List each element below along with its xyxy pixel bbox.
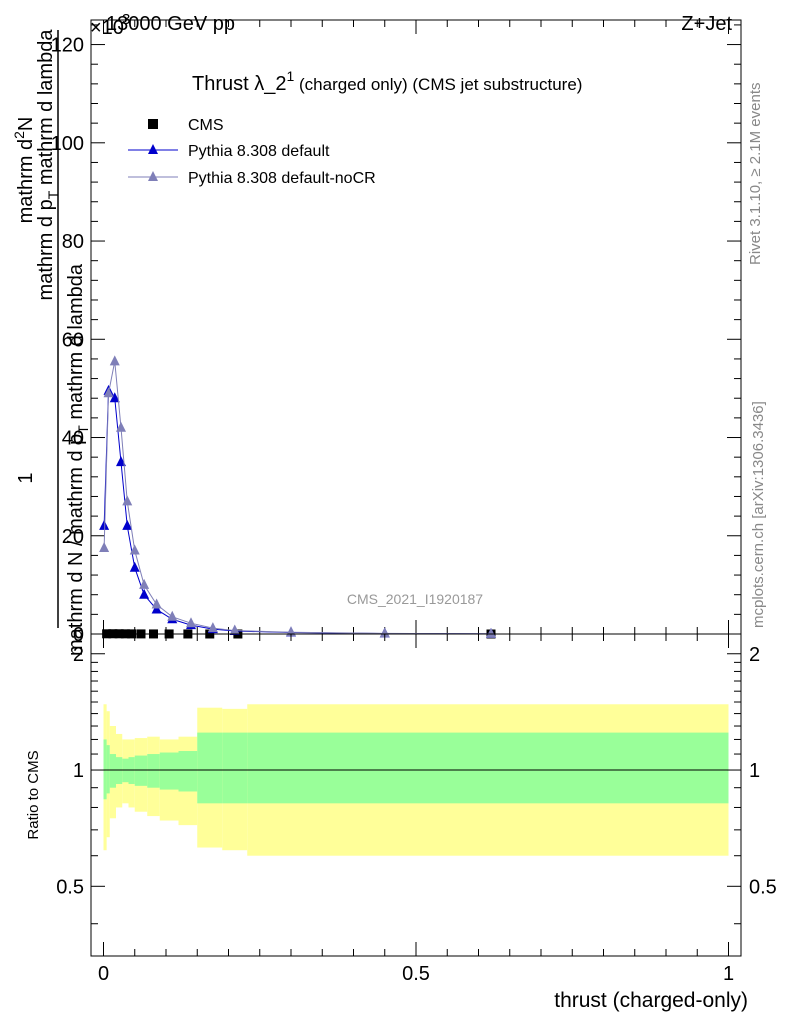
mc-data-point bbox=[99, 519, 110, 530]
mc-data-point bbox=[379, 627, 390, 638]
ratio-y-tick-label-right: 2 bbox=[749, 644, 760, 666]
legend-label-pythia-nocr: Pythia 8.308 default-noCR bbox=[188, 170, 376, 187]
main-y-tick-label: 80 bbox=[62, 231, 84, 253]
ylabel-den-end: mathrm d lambda bbox=[65, 263, 87, 425]
mc-data-point bbox=[116, 421, 126, 432]
main-y-tick-label: 0 bbox=[73, 624, 84, 646]
x-axis-label: thrust (charged-only) bbox=[554, 989, 748, 1012]
x-tick-label: 1 bbox=[723, 963, 734, 985]
legend-entry-pythia-default: Pythia 8.308 default bbox=[128, 143, 330, 160]
legend-entry-pythia-nocr: Pythia 8.308 default-noCR bbox=[128, 170, 376, 187]
chart-title-sup: 1 bbox=[286, 68, 294, 84]
mc-data-point bbox=[109, 392, 120, 403]
legend-marker-cms bbox=[148, 119, 158, 129]
main-panel: 0 20 40 60 80 100 120 bbox=[51, 19, 742, 646]
ylabel-line2-a: mathrm d p bbox=[35, 199, 57, 300]
mc-data-point bbox=[207, 622, 218, 633]
rivet-label: Rivet 3.1.10, ≥ 2.1M events bbox=[747, 83, 764, 266]
mc-data-point bbox=[167, 610, 178, 621]
mc-data-point bbox=[116, 456, 126, 467]
ratio-band-inner bbox=[128, 757, 135, 785]
mcplots-label: mcplots.cern.ch [arXiv:1306.3436] bbox=[750, 401, 767, 628]
chart-title-sub: (charged only) (CMS jet substructure) bbox=[294, 75, 582, 94]
mc-data-point bbox=[186, 617, 196, 628]
mc-data-point bbox=[151, 598, 162, 609]
mc-data-point bbox=[109, 355, 120, 366]
mc-data-point bbox=[486, 627, 496, 638]
ratio-band-inner bbox=[134, 755, 148, 786]
x-tick-label: 0.5 bbox=[402, 963, 430, 985]
ratio-band-inner bbox=[147, 754, 160, 788]
ratio-band-inner bbox=[222, 732, 248, 804]
legend-entry-cms: CMS bbox=[148, 117, 224, 134]
mc-data-point bbox=[139, 578, 150, 589]
ratio-panel: 0 0.5 1 0.5 0.5 1 1 2 2 bbox=[56, 633, 777, 985]
ratio-y-tick-label-right: 1 bbox=[749, 760, 760, 782]
x-tick-label: 0 bbox=[98, 963, 109, 985]
ratio-band-inner bbox=[106, 745, 110, 794]
ratio-band-inner bbox=[159, 752, 179, 790]
ratio-band-inner bbox=[178, 751, 198, 792]
ratio-band-inner bbox=[109, 754, 116, 788]
main-y-axis-label: 1 mathrm d2N mathrm d pT mathrm d lambda… bbox=[11, 29, 91, 656]
main-y-tick-label: 20 bbox=[62, 526, 84, 548]
main-y-tick-label: 100 bbox=[51, 133, 84, 155]
legend-marker-pythia-default bbox=[148, 144, 158, 154]
ylabel-denominator: mathrm d N / mathrm d pT mathrm d lambda bbox=[65, 263, 91, 656]
main-y-tick-label: 60 bbox=[62, 329, 84, 351]
ratio-y-tick-label: 2 bbox=[73, 644, 84, 666]
ylabel-line1-end: N bbox=[15, 117, 37, 131]
ylabel-den-a: mathrm d N / mathrm d p bbox=[65, 434, 87, 656]
ratio-band-inner bbox=[247, 732, 729, 804]
main-frame bbox=[90, 19, 742, 635]
ylabel-line2-sub: T bbox=[45, 190, 61, 199]
ylabel-numerator-text: 1 bbox=[15, 472, 37, 483]
mc-data-point bbox=[139, 588, 150, 599]
main-y-tick-label: 120 bbox=[51, 35, 84, 57]
ratio-y-tick-label-right: 0.5 bbox=[749, 876, 777, 898]
ratio-band-inner bbox=[116, 757, 123, 785]
legend-label-pythia-default: Pythia 8.308 default bbox=[188, 143, 330, 160]
mc-data-point bbox=[103, 387, 114, 398]
exponent-base: ×10 bbox=[90, 17, 124, 39]
ratio-band-inner bbox=[197, 732, 223, 804]
ylabel-line1-a: mathrm d bbox=[15, 139, 37, 223]
chart-title-main: Thrust λ_2 bbox=[192, 73, 286, 95]
chart-title: Thrust λ_21 (charged only) (CMS jet subs… bbox=[192, 68, 582, 95]
process-label: Z+Jet bbox=[681, 13, 732, 35]
mc-data-point bbox=[122, 495, 133, 506]
watermark: CMS_2021_I1920187 bbox=[347, 591, 483, 607]
ylabel-line1: mathrm d2N bbox=[11, 117, 37, 224]
ylabel-line2: mathrm d pT mathrm d lambda bbox=[35, 29, 61, 301]
mc-data-point bbox=[129, 561, 140, 572]
energy-label: 13000 GeV pp bbox=[106, 13, 235, 35]
legend-label-cms: CMS bbox=[188, 117, 224, 134]
ylabel-line1-sup: 2 bbox=[11, 131, 27, 139]
mc-data-point bbox=[229, 624, 240, 635]
main-y-tick-label: 40 bbox=[62, 428, 84, 450]
mc-data-point bbox=[122, 519, 133, 530]
ylabel-den-sub: T bbox=[75, 425, 91, 434]
mc-data-point bbox=[129, 544, 140, 555]
mc-data-point bbox=[99, 542, 110, 553]
legend: CMS Pythia 8.308 default Pythia 8.308 de… bbox=[128, 117, 376, 187]
ratio-y-tick-label: 0.5 bbox=[56, 876, 84, 898]
legend-marker-pythia-nocr bbox=[148, 171, 158, 181]
ylabel-line2-end: mathrm d lambda bbox=[35, 29, 57, 191]
ratio-band-inner bbox=[103, 739, 107, 800]
ratio-y-tick-label: 1 bbox=[73, 760, 84, 782]
ratio-y-axis-label: Ratio to CMS bbox=[25, 750, 42, 839]
